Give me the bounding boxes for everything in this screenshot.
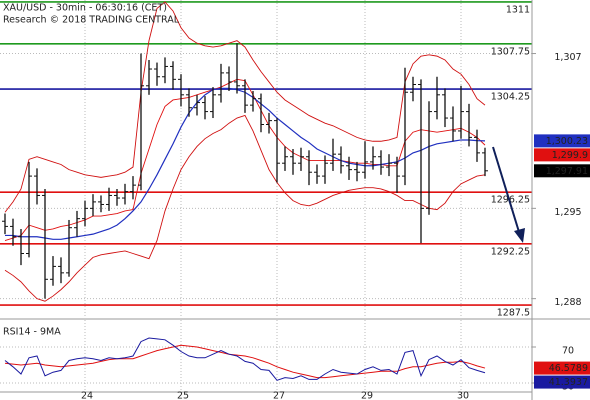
rsi-line [4,344,486,379]
level-label: 1307.75 [491,46,530,57]
rsi-line [4,337,486,381]
chart-subtitle: Research © 2018 TRADING CENTRAL [3,15,180,26]
level-label: 1292.25 [491,246,530,257]
value-box-label: 1,300.23 [546,136,588,147]
value-box-label: 46.5789 [549,363,588,374]
value-box-label: 41.3937 [549,377,588,388]
value-box-label: 1,299.9 [552,150,588,161]
x-tick-label: 27 [273,391,285,400]
plot-layer: 1311 1307.75 1304.25 1296.25 1292.25 1287.5 [0,0,536,392]
value-box [534,134,590,148]
y-tick-label: 1,307 [554,52,581,63]
arrow-head [514,228,525,243]
forecast-arrow [492,146,520,233]
level-label: 1296.25 [491,195,530,206]
y-tick-label: 1,295 [554,207,581,218]
x-tick-label: 30 [457,391,469,400]
level-label: 1304.25 [491,92,530,103]
value-box [534,164,590,178]
chart-title: XAU/USD - 30min - 06:30:16 (CET) [3,3,167,14]
level-label: 1311 [506,4,530,15]
x-tick-label: 24 [81,391,93,400]
value-box [534,148,590,162]
value-box-label: 1,297.91 [546,166,588,177]
level-label: 1287.5 [497,308,530,319]
y-tick-label: 70 [562,346,574,357]
rsi-title: RSI14 - 9MA [3,327,61,338]
value-box [534,361,590,375]
x-tick-label: 29 [361,391,373,400]
band-line [4,114,486,302]
value-box [534,375,590,389]
y-tick-label: 1,288 [554,297,581,308]
x-tick-label: 25 [177,391,189,400]
